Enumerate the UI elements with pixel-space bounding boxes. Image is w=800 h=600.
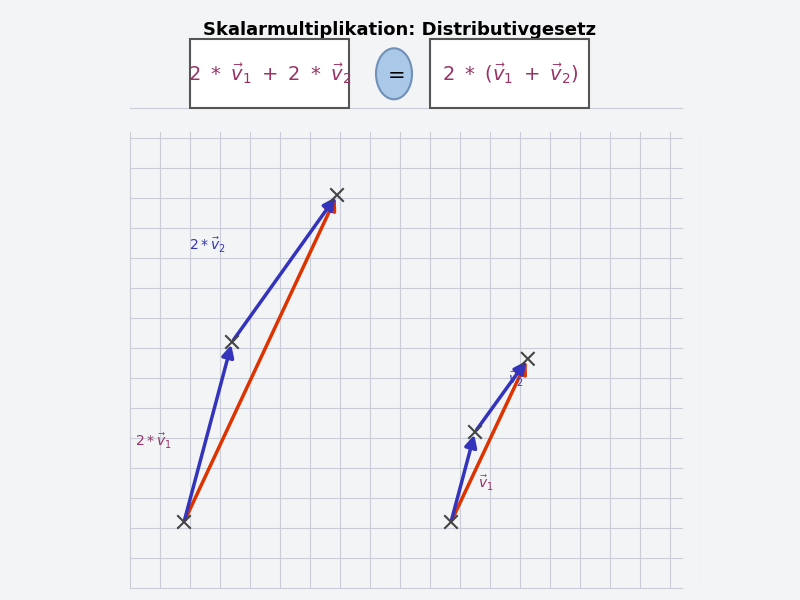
Text: $2*\vec{v}_2$: $2*\vec{v}_2$ — [190, 236, 226, 255]
Text: Skalarmultiplikation: Distributivgesetz: Skalarmultiplikation: Distributivgesetz — [203, 21, 597, 39]
Text: $\vec{v}_2$: $\vec{v}_2$ — [508, 370, 523, 389]
Text: $2*\vec{v}_1$: $2*\vec{v}_1$ — [135, 431, 172, 451]
Text: $\vec{v}_1$: $\vec{v}_1$ — [478, 473, 494, 493]
FancyBboxPatch shape — [190, 39, 349, 108]
Text: $=$: $=$ — [383, 64, 405, 84]
Text: $2\ *\ \vec{v}_1\ +\ 2\ *\ \vec{v}_2$: $2\ *\ \vec{v}_1\ +\ 2\ *\ \vec{v}_2$ — [188, 62, 351, 86]
FancyBboxPatch shape — [430, 39, 589, 108]
Text: $2\ *\ (\vec{v}_1\ +\ \vec{v}_2)$: $2\ *\ (\vec{v}_1\ +\ \vec{v}_2)$ — [442, 62, 578, 86]
Ellipse shape — [376, 48, 412, 99]
